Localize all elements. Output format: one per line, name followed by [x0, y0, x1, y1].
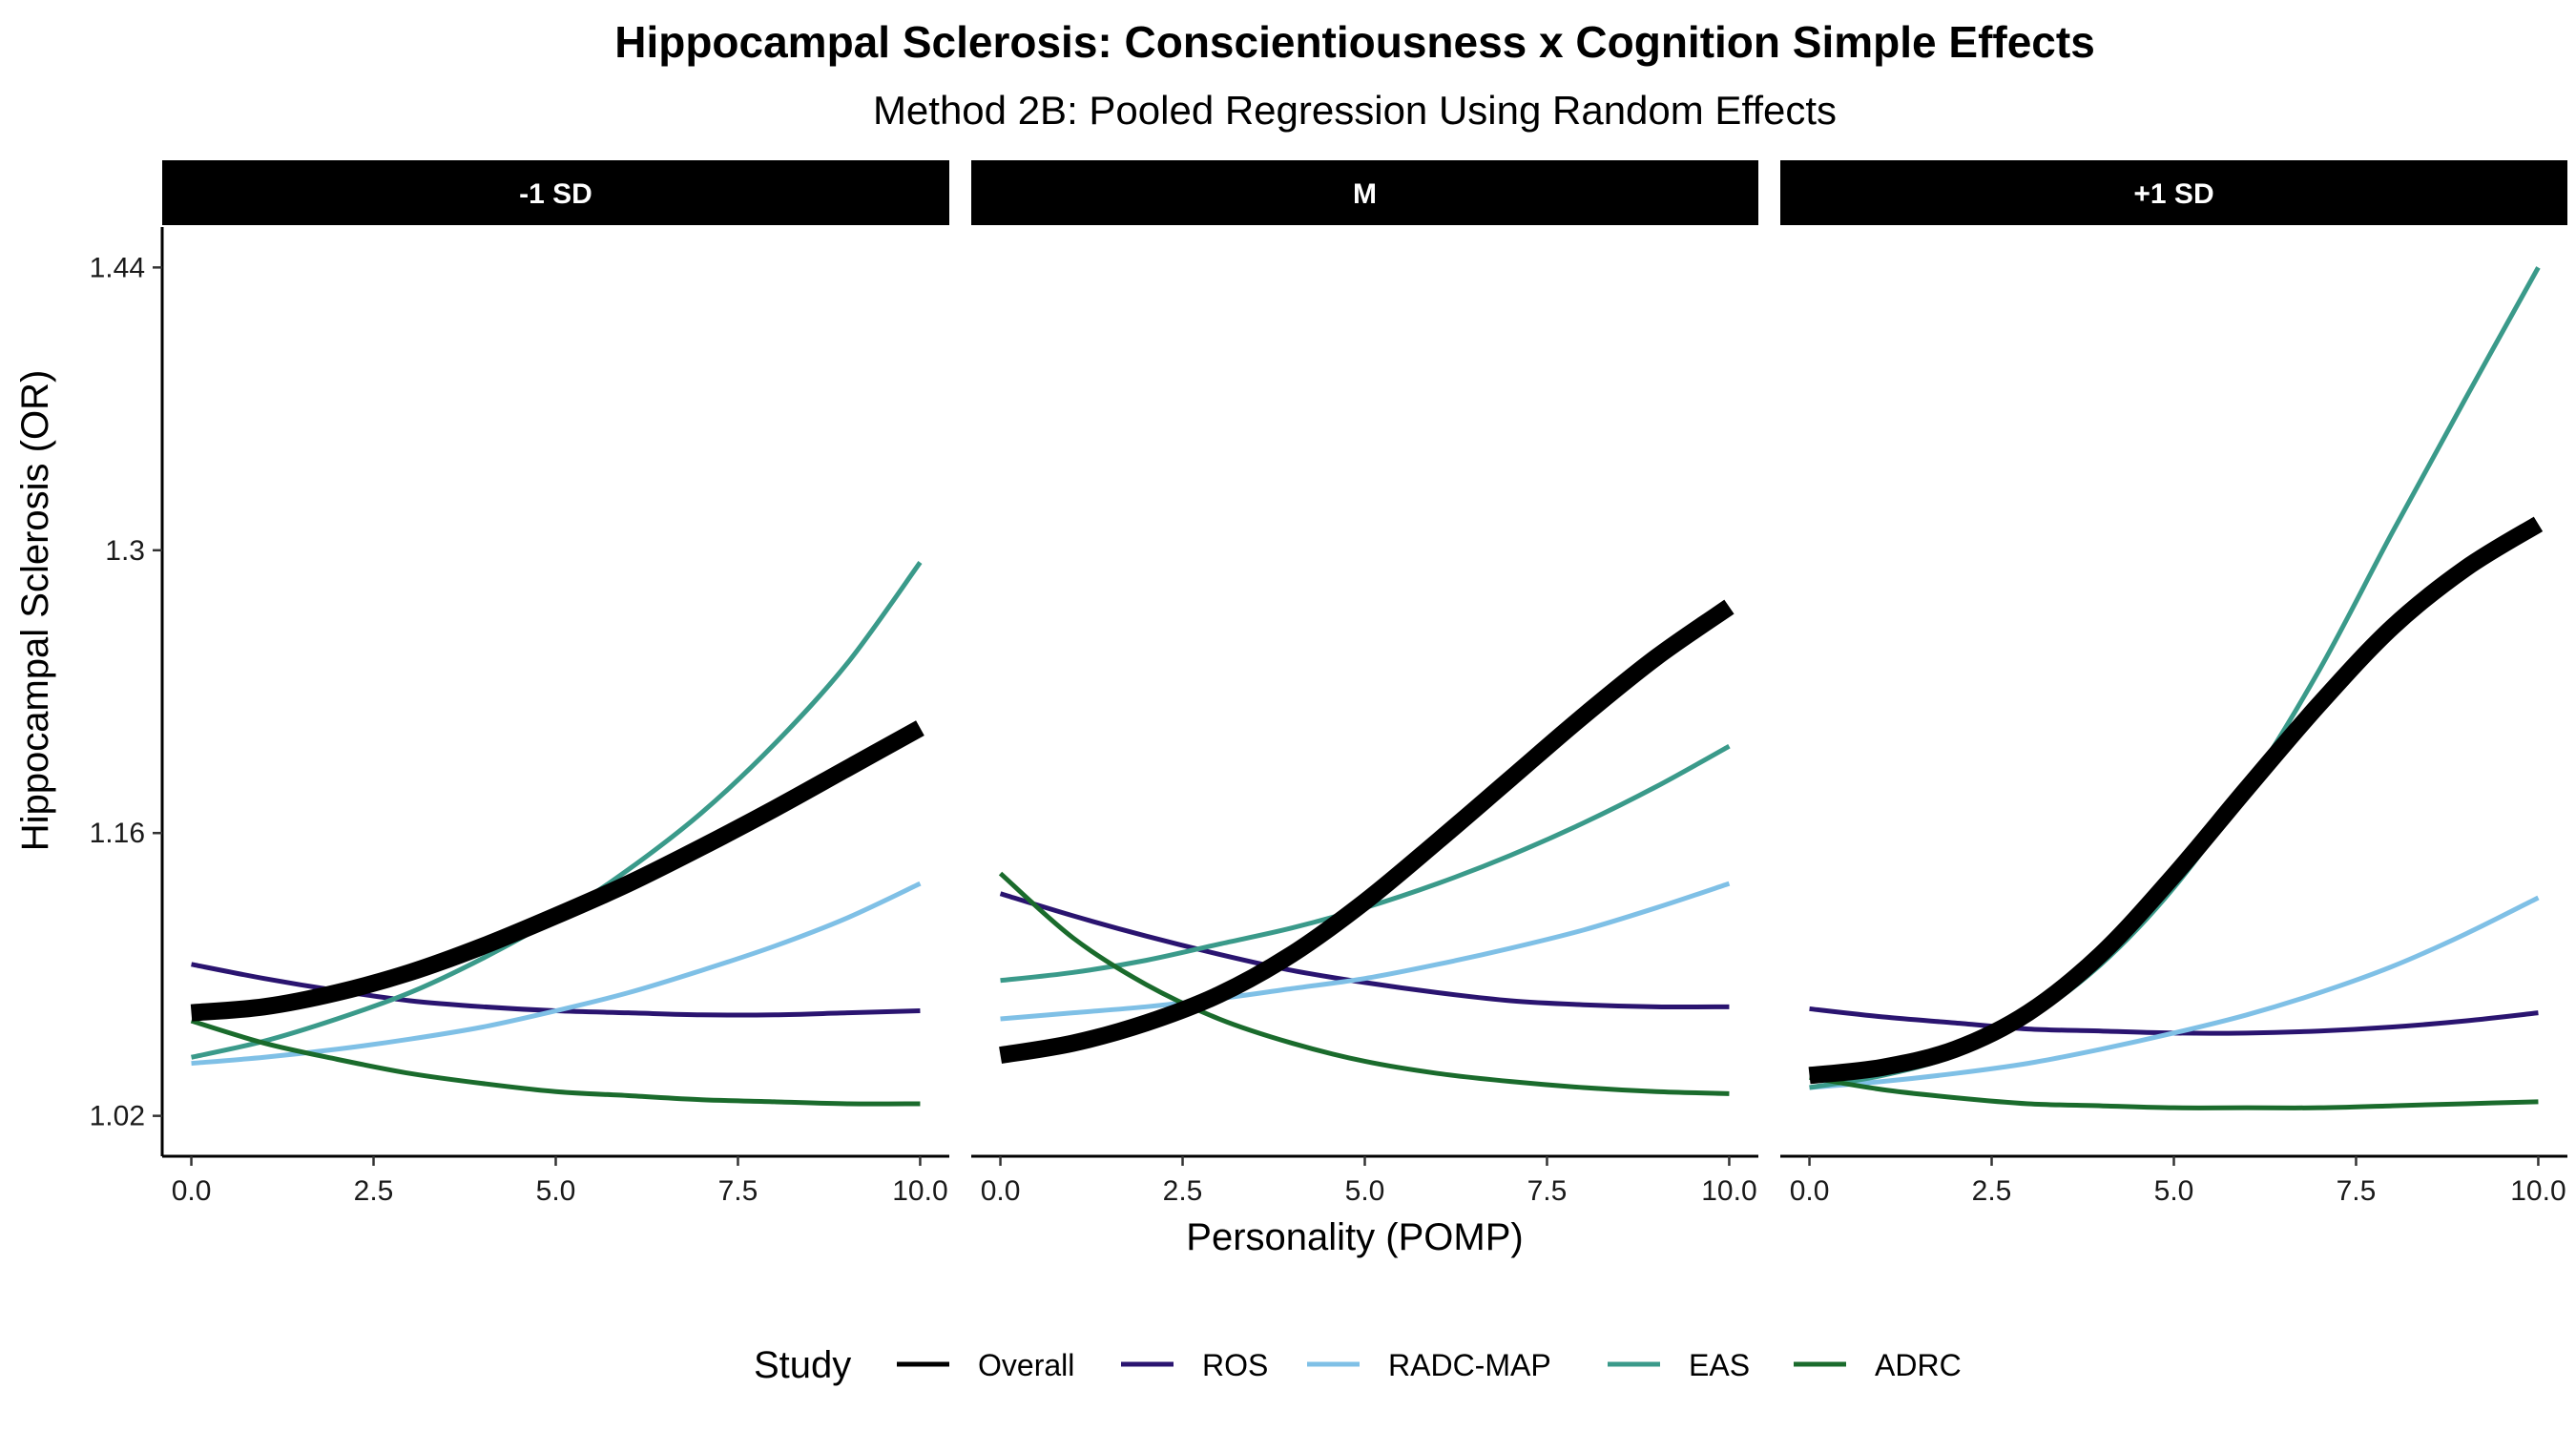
- legend-title: Study: [754, 1344, 851, 1386]
- x-tick-label: 2.5: [1163, 1175, 1203, 1207]
- chart-subtitle: Method 2B: Pooled Regression Using Rando…: [873, 88, 1837, 133]
- facet-panel-2: M 0.0 2.5 5.0 7.5 10.0: [971, 160, 1758, 1207]
- series-line-overall: [190, 720, 924, 1022]
- x-tick-label: 7.5: [718, 1175, 758, 1207]
- facet-strip-label: M: [1353, 178, 1377, 210]
- series-line-ros: [1809, 1006, 2539, 1036]
- x-tick-label: 0.0: [981, 1175, 1021, 1207]
- y-tick-label: 1.02: [90, 1101, 145, 1132]
- legend-item-adrc: ADRC: [1794, 1348, 1962, 1382]
- chart-title: Hippocampal Sclerosis: Conscientiousness…: [614, 17, 2095, 67]
- legend-item-eas: EAS: [1608, 1348, 1750, 1382]
- legend: Study Overall ROS RADC-MAP EAS ADRC: [754, 1344, 1962, 1386]
- legend-label: ROS: [1202, 1348, 1268, 1382]
- series-lines: [998, 599, 1735, 1096]
- y-axis: 1.02 1.16 1.3 1.44: [90, 227, 164, 1156]
- facet-strip-label: +1 SD: [2133, 178, 2213, 210]
- series-line-overall: [1808, 516, 2544, 1085]
- facet-strip: [1780, 160, 2567, 225]
- series-lines: [1808, 266, 2544, 1110]
- series-line-radc-map: [1809, 895, 2540, 1090]
- y-axis-title: Hippocampal Sclerosis (OR): [14, 370, 56, 852]
- y-tick-label: 1.44: [90, 252, 145, 283]
- legend-item-radc-map: RADC-MAP: [1307, 1348, 1551, 1382]
- y-tick-label: 1.3: [105, 535, 145, 567]
- x-tick-label: 7.5: [2337, 1175, 2377, 1207]
- x-tick-label: 5.0: [1345, 1175, 1385, 1207]
- facet-panel-1: -1 SD 0.0 2.5 5.0 7.5 10.0: [162, 160, 949, 1207]
- x-tick-label: 0.0: [172, 1175, 212, 1207]
- legend-label: ADRC: [1875, 1348, 1962, 1382]
- series-line-ros: [999, 891, 1730, 1009]
- x-tick-label: 0.0: [1790, 1175, 1830, 1207]
- x-tick-label: 5.0: [536, 1175, 576, 1207]
- x-tick-label: 5.0: [2154, 1175, 2194, 1207]
- series-line-radc-map: [191, 881, 922, 1067]
- x-tick-label: 2.5: [1972, 1175, 2012, 1207]
- x-tick-label: 7.5: [1527, 1175, 1568, 1207]
- series-line-adrc: [190, 1018, 921, 1107]
- legend-label: EAS: [1689, 1348, 1750, 1382]
- x-tick-label: 2.5: [354, 1175, 394, 1207]
- x-tick-label: 10.0: [2510, 1175, 2566, 1207]
- series-line-overall: [999, 599, 1735, 1065]
- series-line-radc-map: [1000, 881, 1731, 1022]
- legend-label: Overall: [978, 1348, 1074, 1382]
- series-line-adrc: [998, 871, 1730, 1096]
- series-lines: [190, 561, 924, 1107]
- facet-panels: -1 SD0.0 2.5 5.0 7.5 10.0M0.0 2.5 5.0 7.5 10.0+1…: [162, 160, 2567, 1207]
- facet-panel-3: +1 SD 0.0 2.5 5.0 7.5 10.0: [1780, 160, 2567, 1207]
- series-line-eas: [1809, 266, 2541, 1090]
- x-axis-title: Personality (POMP): [1186, 1216, 1523, 1258]
- legend-label: RADC-MAP: [1388, 1348, 1551, 1382]
- facet-strip: [162, 160, 949, 225]
- facet-strip: [971, 160, 1758, 225]
- series-line-adrc: [1809, 1074, 2539, 1110]
- legend-item-ros: ROS: [1121, 1348, 1268, 1382]
- x-tick-label: 10.0: [892, 1175, 947, 1207]
- series-line-eas: [1000, 743, 1731, 984]
- legend-item-overall: Overall: [897, 1348, 1074, 1382]
- y-tick-label: 1.16: [90, 818, 145, 849]
- x-tick-label: 10.0: [1701, 1175, 1756, 1207]
- facet-strip-label: -1 SD: [519, 178, 592, 210]
